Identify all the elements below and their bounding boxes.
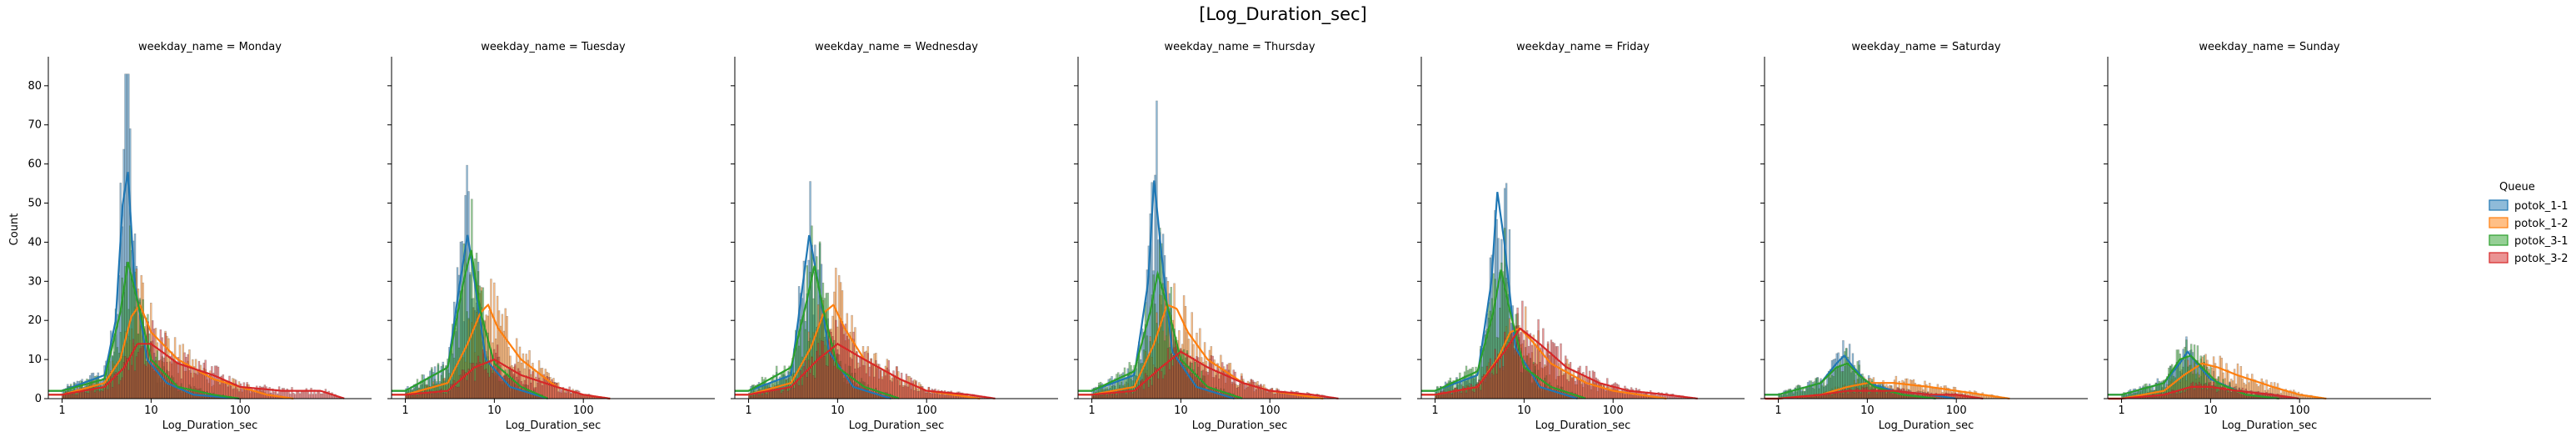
x-axis-label: Log_Duration_sec [1879, 419, 1974, 432]
kde-line-potok_3-1 [1421, 269, 1586, 399]
x-tick-label: 100 [2289, 404, 2310, 417]
facet-panel: weekday_name = Thursday 1 10 100 Log_Duratio… [1074, 41, 1401, 432]
x-tick-label: 10 [831, 404, 845, 417]
legend-swatch [2489, 252, 2509, 264]
y-tick-label: 20 [27, 314, 42, 327]
chart-title: [Log_Duration_sec] [1199, 4, 1367, 25]
facet-panel: weekday_name = Monday 0 10 20 30 40 50 60 70 80 1 1… [27, 41, 372, 432]
facet-panel: weekday_name = Saturday 1 10 100 Log_Duratio… [1760, 41, 2088, 432]
legend-entry: potok_1-1 [2514, 200, 2569, 213]
facet-title: weekday_name = Saturday [1851, 41, 2000, 53]
x-tick-label: 100 [916, 404, 937, 417]
x-axis-label: Log_Duration_sec [1535, 419, 1631, 432]
x-tick-label: 1 [1088, 404, 1095, 417]
kde-line-potok_1-2 [48, 304, 294, 400]
legend-entry: potok_3-2 [2514, 253, 2569, 265]
facet-panel: weekday_name = Tuesday 1 10 100 Log_Duration… [387, 41, 715, 432]
x-tick-label: 100 [1603, 404, 1624, 417]
kde-line-potok_3-2 [392, 358, 611, 400]
kde-line-potok_1-1 [1078, 180, 1235, 399]
facet-title: weekday_name = Tuesday [481, 41, 626, 53]
legend-swatch [2489, 234, 2509, 246]
x-tick-label: 10 [144, 404, 158, 417]
kde-line-potok_3-2 [735, 342, 996, 399]
kde-line-potok_1-1 [48, 172, 240, 399]
x-tick-label: 1 [1431, 404, 1438, 417]
x-tick-label: 10 [1174, 404, 1188, 417]
legend-entry: potok_1-2 [2514, 218, 2569, 230]
facet-title: weekday_name = Sunday [2199, 41, 2340, 53]
x-axis-label: Log_Duration_sec [162, 419, 258, 432]
kde-line-potok_3-1 [48, 261, 240, 399]
kde-line-potok_3-1 [392, 249, 548, 399]
facet-title: weekday_name = Friday [1516, 41, 1650, 53]
x-tick-label: 100 [573, 404, 594, 417]
kde-line-potok_3-2 [48, 343, 345, 399]
x-tick-label: 1 [402, 404, 408, 417]
kde-line-potok_3-2 [2108, 385, 2299, 400]
x-tick-label: 10 [2204, 404, 2218, 417]
kde-line-potok_3-2 [1078, 350, 1339, 399]
x-axis-label: Log_Duration_sec [2222, 419, 2318, 432]
x-tick-label: 1 [1775, 404, 1781, 417]
kde-line-potok_3-1 [2108, 354, 2279, 399]
histogram-potok_3-2 [748, 318, 986, 399]
kde-line-potok_3-2 [1765, 389, 1984, 400]
y-tick-label: 70 [27, 119, 42, 132]
legend: Queue potok_1-1 potok_1-2 potok_3-1 potok_3… [2489, 181, 2569, 265]
x-tick-label: 100 [1946, 404, 1967, 417]
facet-title: weekday_name = Thursday [1164, 41, 1315, 53]
x-tick-label: 100 [230, 404, 251, 417]
y-tick-label: 50 [27, 198, 42, 210]
y-tick-label: 60 [27, 158, 42, 171]
kde-line-potok_3-1 [1765, 362, 1936, 399]
legend-swatch [2489, 217, 2509, 229]
x-tick-label: 10 [1517, 404, 1531, 417]
kde-line-potok_1-2 [2108, 362, 2327, 400]
y-tick-label: 0 [35, 393, 42, 405]
y-tick-label: 40 [27, 236, 42, 249]
x-tick-label: 100 [1260, 404, 1281, 417]
facet-panel: weekday_name = Friday 1 10 100 Log_Duration_… [1417, 41, 1745, 432]
x-axis-label: Log_Duration_sec [849, 419, 945, 432]
kde-line-potok_3-1 [1078, 269, 1243, 399]
kde-line-potok_3-2 [1421, 327, 1698, 399]
facet-title: weekday_name = Monday [138, 41, 282, 53]
x-tick-label: 1 [2118, 404, 2124, 417]
kde-line-potok_1-1 [1421, 192, 1578, 399]
y-tick-label: 10 [27, 354, 42, 366]
legend-title: Queue [2499, 181, 2535, 193]
x-tick-label: 1 [745, 404, 751, 417]
facet-panel: weekday_name = Sunday 1 10 100 Log_Duration_… [2104, 41, 2431, 432]
x-tick-label: 1 [58, 404, 65, 417]
legend-swatch [2489, 199, 2509, 211]
kde-line-potok_3-1 [735, 265, 900, 399]
x-axis-label: Log_Duration_sec [1192, 419, 1288, 432]
x-tick-label: 10 [1860, 404, 1875, 417]
facet-title: weekday_name = Wednesday [815, 41, 978, 53]
y-axis-label: Count [8, 213, 21, 246]
legend-entry: potok_3-1 [2514, 235, 2569, 248]
kde-line-potok_1-1 [735, 234, 891, 399]
x-tick-label: 10 [487, 404, 502, 417]
facet-panel: weekday_name = Wednesday 1 10 100 Log_Durati… [731, 41, 1058, 432]
x-axis-label: Log_Duration_sec [506, 419, 602, 432]
y-tick-label: 80 [27, 80, 42, 93]
y-tick-label: 30 [27, 275, 42, 288]
